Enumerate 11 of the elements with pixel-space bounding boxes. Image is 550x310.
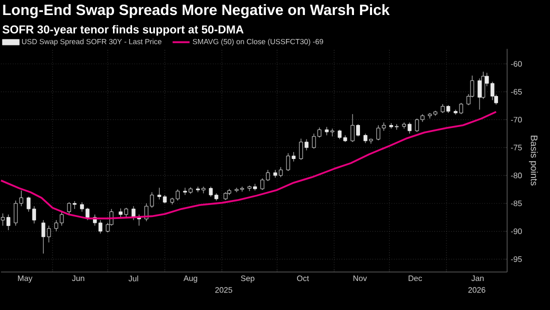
candlestick [54, 220, 58, 232]
candlestick [478, 78, 482, 110]
chart-subtitle: SOFR 30-year tenor finds support at 50-DMA [2, 25, 244, 36]
y-axis-title: Basis points [528, 136, 538, 186]
candlestick [14, 200, 18, 226]
candlestick [60, 212, 64, 226]
candlestick [132, 206, 136, 220]
candlestick [19, 190, 24, 206]
line-series [0, 111, 498, 220]
chart-title: Long-End Swap Spreads More Negative on Warsh Pick [3, 4, 390, 18]
candlestick [278, 166, 283, 178]
